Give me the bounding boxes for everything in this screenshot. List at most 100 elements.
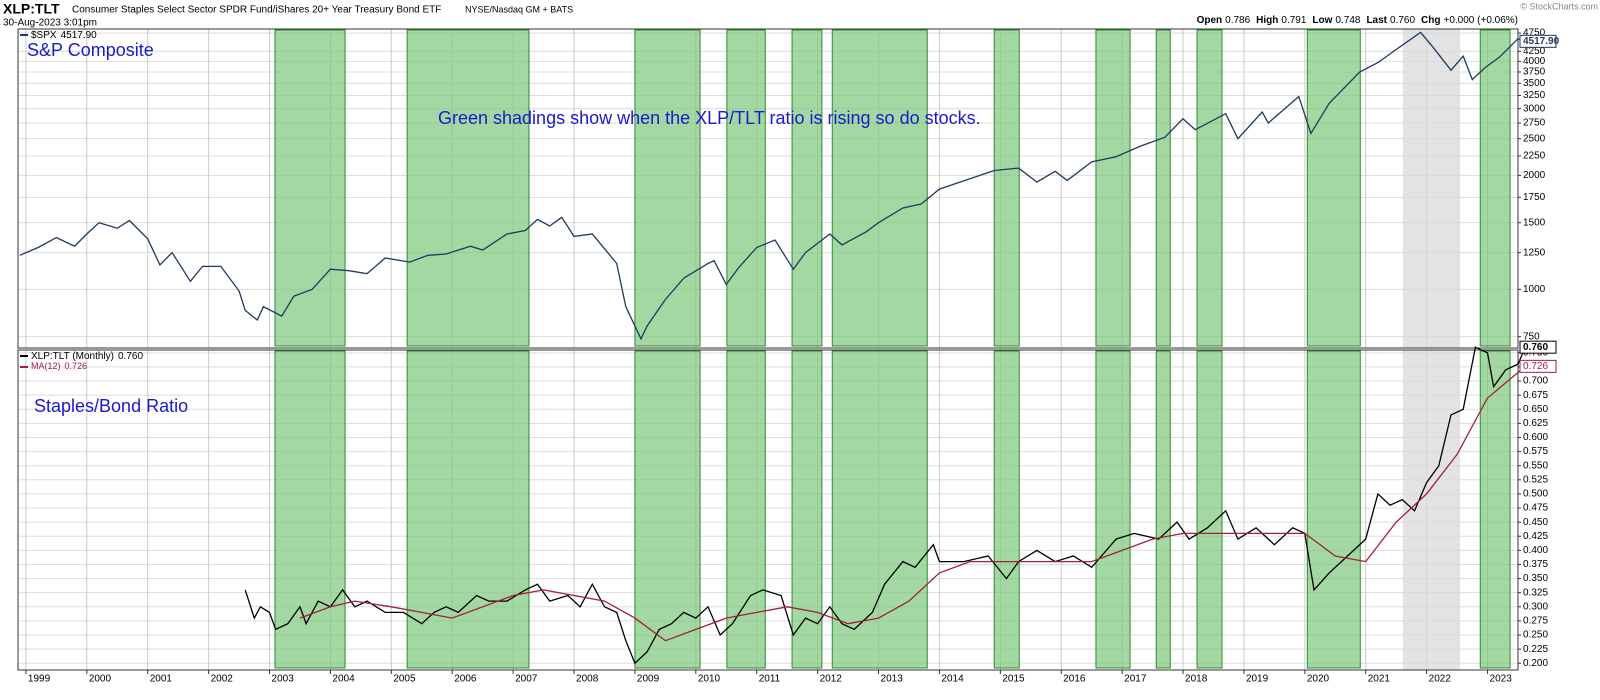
legend-name: $SPX (31, 30, 57, 41)
legend-value: 0.760 (118, 351, 143, 362)
y-tick-label: 1000 (1523, 284, 1546, 295)
y-tick-label: 0.250 (1523, 630, 1548, 641)
y-tick-label: 0.500 (1523, 489, 1548, 500)
y-tick-label: 0.200 (1523, 658, 1548, 669)
y-tick-label: 2000 (1523, 170, 1546, 181)
x-tick-label: 1999 (28, 674, 51, 685)
quote-value: +0.000 (+0.06%) (1444, 15, 1519, 26)
panel-title: Staples/Bond Ratio (34, 396, 188, 416)
symbol: XLP:TLT (3, 1, 60, 17)
panel-title: S&P Composite (27, 40, 154, 60)
x-tick-label: 2018 (1185, 674, 1208, 685)
green-shading (274, 29, 346, 347)
y-tick-label: 2500 (1523, 133, 1546, 144)
quote-value: 0.760 (1390, 15, 1415, 26)
y-tick-label: 1250 (1523, 247, 1546, 258)
y-tick-label: 0.425 (1523, 531, 1548, 542)
green-shading (1155, 29, 1171, 347)
x-tick-label: 2006 (454, 674, 477, 685)
y-tick-label: 0.700 (1523, 376, 1548, 387)
y-tick-label: 0.375 (1523, 559, 1548, 570)
x-tick-label: 2009 (637, 674, 660, 685)
green-shading (1479, 350, 1511, 669)
green-shading (1306, 29, 1361, 347)
last-value-label: 0.726 (1523, 361, 1548, 372)
x-tick-label: 2001 (150, 674, 173, 685)
x-tick-label: 2019 (1246, 674, 1269, 685)
y-tick-label: 750 (1523, 331, 1540, 342)
y-tick-label: 0.600 (1523, 432, 1548, 443)
y-tick-label: 0.575 (1523, 446, 1548, 457)
legend-entry: $SPX 4517.90 (31, 30, 97, 41)
legend-name: XLP:TLT (Monthly) (31, 351, 114, 362)
green-shading (1095, 350, 1131, 669)
green-shading (831, 29, 928, 347)
x-tick-label: 2010 (698, 674, 721, 685)
x-tick-label: 2017 (1124, 674, 1147, 685)
last-value-box (1519, 340, 1557, 354)
x-tick-label: 2021 (1368, 674, 1391, 685)
x-tick-label: 2023 (1490, 674, 1513, 685)
x-tick-label: 2000 (89, 674, 112, 685)
green-shading (274, 350, 346, 669)
quote-value: 0.748 (1335, 15, 1360, 26)
y-tick-label: 0.525 (1523, 474, 1548, 485)
x-tick-label: 2015 (1002, 674, 1025, 685)
green-shading (1306, 350, 1361, 669)
y-tick-label: 0.325 (1523, 587, 1548, 598)
x-tick-label: 2005 (393, 674, 416, 685)
date: 30-Aug-2023 3:01pm (3, 18, 97, 29)
gray-highlight (1402, 350, 1461, 670)
y-tick-label: 0.650 (1523, 404, 1548, 415)
quote-label: Open (1197, 15, 1223, 26)
green-shading (406, 350, 530, 669)
green-shading (993, 29, 1020, 347)
green-shading (993, 350, 1020, 669)
x-tick-label: 2007 (515, 674, 538, 685)
y-tick-label: 3000 (1523, 103, 1546, 114)
y-tick-label: 4750 (1523, 28, 1546, 39)
green-shading (634, 29, 701, 347)
x-tick-label: 2012 (820, 674, 843, 685)
series-line (299, 365, 1526, 642)
green-shading (831, 350, 928, 669)
x-tick-label: 2014 (941, 674, 964, 685)
last-value-box (1519, 359, 1557, 373)
y-tick-label: 0.400 (1523, 545, 1548, 556)
quote-label: Chg (1421, 15, 1440, 26)
quote-label: Last (1366, 15, 1387, 26)
x-tick-label: 2003 (272, 674, 295, 685)
y-tick-label: 2750 (1523, 118, 1546, 129)
green-shading (1155, 350, 1171, 669)
green-shading (1196, 350, 1223, 669)
x-tick-label: 2020 (1307, 674, 1330, 685)
green-shading (726, 29, 766, 347)
y-tick-label: 0.300 (1523, 601, 1548, 612)
copyright: © StockCharts.com (1520, 1, 1598, 11)
x-tick-label: 2011 (759, 674, 781, 685)
y-tick-label: 4000 (1523, 56, 1546, 67)
y-tick-label: 0.625 (1523, 418, 1548, 429)
green-shading (634, 350, 701, 669)
y-tick-label: 0.550 (1523, 460, 1548, 471)
quote-value: 0.786 (1225, 15, 1250, 26)
quote-label: High (1256, 15, 1278, 26)
annotation: Green shadings show when the XLP/TLT rat… (438, 108, 981, 128)
x-tick-label: 2004 (332, 674, 355, 685)
last-value-box (1519, 34, 1557, 48)
panel-frame (17, 349, 1519, 671)
panel-frame (17, 28, 1519, 349)
y-tick-label: 1750 (1523, 192, 1546, 203)
y-tick-label: 1500 (1523, 217, 1546, 228)
gray-highlight (1402, 29, 1461, 348)
quote: Open 0.786 High 0.791 Low 0.748 Last 0.760 Chg +0… (1197, 15, 1518, 26)
legend-value: 4517.90 (61, 30, 98, 41)
y-tick-label: 3750 (1523, 67, 1546, 78)
last-value-label: 0.760 (1523, 342, 1548, 353)
x-tick-label: 2002 (211, 674, 234, 685)
legend-entry: MA(12) 0.726 (31, 361, 87, 371)
quote-label: Low (1312, 15, 1332, 26)
x-tick-label: 2022 (1429, 674, 1452, 685)
green-shading (1095, 29, 1131, 347)
